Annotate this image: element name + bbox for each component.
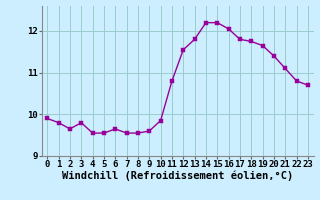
X-axis label: Windchill (Refroidissement éolien,°C): Windchill (Refroidissement éolien,°C) (62, 171, 293, 181)
